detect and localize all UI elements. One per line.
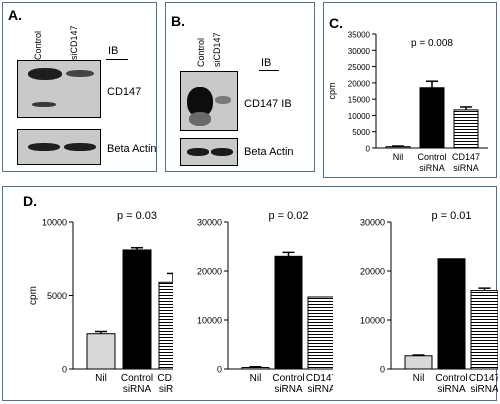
p-value-annotation: p = 0.03 bbox=[117, 210, 157, 222]
category-label: Control bbox=[417, 152, 446, 162]
p-value-annotation: p = 0.008 bbox=[411, 38, 453, 49]
category-label: CD147 bbox=[452, 152, 480, 162]
panel-d: D. 0500010000cpmNilControlsiRNACD147siRN… bbox=[2, 186, 498, 401]
western-blot-cd147 bbox=[180, 71, 238, 131]
bar-chart-d2: 0 10000 20000 30000 Nil ControlsiRNACD147siRN… bbox=[197, 210, 333, 395]
y-tick-label: 30000 bbox=[197, 218, 222, 228]
y-tick-label: 15000 bbox=[348, 96, 371, 105]
y-tick-label: 10000 bbox=[197, 316, 222, 326]
bar-chart-d3: 0 10000 20000 30000 Nil ControlsiRNACD147siRN… bbox=[360, 210, 498, 395]
band-control-cd147 bbox=[28, 68, 62, 80]
bar bbox=[122, 249, 152, 370]
category-label: siRNA bbox=[419, 163, 445, 173]
bar bbox=[419, 87, 445, 149]
y-tick-label: 20000 bbox=[197, 267, 222, 277]
bar bbox=[404, 355, 433, 370]
panel-d-label: D. bbox=[23, 193, 37, 209]
lane-label-control: Control bbox=[33, 30, 43, 60]
category-label: siRNA bbox=[159, 384, 173, 395]
ib-underline bbox=[106, 59, 128, 60]
y-tick-label: 0 bbox=[217, 365, 222, 375]
bar bbox=[274, 255, 303, 370]
category-label: Nil bbox=[95, 373, 107, 384]
category-label: Control bbox=[272, 373, 304, 384]
blot-label-cd147: CD147 IB bbox=[244, 98, 292, 110]
bar bbox=[307, 296, 333, 370]
y-tick-label: 0 bbox=[380, 365, 385, 375]
category-label: Control bbox=[435, 373, 467, 384]
panel-c: C. 0 5000 10000 15000 20000 25000 30000 35000 cp… bbox=[323, 2, 497, 178]
category-label: Nil bbox=[250, 373, 262, 384]
band-sicd147-actin bbox=[211, 148, 233, 156]
category-label: CD147 bbox=[306, 373, 333, 384]
bar bbox=[241, 367, 270, 370]
lane-label-control: Control bbox=[196, 37, 206, 67]
y-tick-label: 20000 bbox=[360, 267, 385, 277]
y-tick-label: 25000 bbox=[348, 63, 371, 72]
bar-chart-c: 0 5000 10000 15000 20000 25000 30000 35000 cpm Ni… bbox=[327, 31, 488, 173]
band-sicd147-cd147 bbox=[215, 96, 231, 104]
lane-label-sicd147: siCD147 bbox=[69, 25, 79, 60]
y-tick-label: 5000 bbox=[352, 128, 370, 137]
y-tick-label: 0 bbox=[62, 365, 67, 375]
y-tick-label: 10000 bbox=[348, 112, 371, 121]
blot-label-beta-actin: Beta Actin bbox=[107, 143, 157, 155]
panel-b-label: B. bbox=[171, 13, 185, 29]
band-control-cd147-lower bbox=[32, 102, 56, 107]
p-value-annotation: p = 0.02 bbox=[268, 210, 308, 222]
y-tick-label: 10000 bbox=[360, 316, 385, 326]
lane-label-sicd147: siCD147 bbox=[212, 32, 222, 67]
category-label: Nil bbox=[393, 152, 404, 162]
ib-label: IB bbox=[108, 45, 119, 57]
band-sicd147-actin bbox=[64, 143, 96, 151]
y-tick-label: 30000 bbox=[348, 47, 371, 56]
western-blot-beta-actin bbox=[17, 129, 101, 165]
panel-a: A. Control siCD147 IB CD147 Beta Actin bbox=[2, 2, 157, 172]
bar bbox=[437, 258, 466, 370]
band-control-cd147-smear bbox=[189, 112, 211, 126]
category-label: Nil bbox=[413, 373, 425, 384]
y-axis-label: cpm bbox=[28, 286, 39, 305]
panel-b: B. Control siCD147 IB CD147 IB Beta Acti… bbox=[165, 2, 315, 172]
band-control-actin bbox=[187, 148, 209, 156]
y-tick-label: 30000 bbox=[360, 218, 385, 228]
category-label: siRNA bbox=[307, 384, 333, 395]
category-label: siRNA bbox=[453, 163, 479, 173]
bar bbox=[385, 146, 411, 149]
y-axis-label: cpm bbox=[327, 82, 337, 99]
blot-label-beta-actin: Beta Actin bbox=[244, 146, 294, 158]
panel-c-label: C. bbox=[329, 15, 343, 31]
blot-label-cd147: CD147 bbox=[107, 86, 142, 98]
bar bbox=[470, 290, 498, 370]
y-tick-label: 5000 bbox=[47, 291, 67, 301]
band-sicd147-cd147 bbox=[66, 70, 94, 77]
y-tick-label: 0 bbox=[366, 145, 371, 154]
ib-label: IB bbox=[261, 57, 272, 69]
p-value-annotation: p = 0.01 bbox=[431, 210, 471, 222]
y-tick-label: 20000 bbox=[348, 79, 371, 88]
category-label: CD147 bbox=[157, 373, 173, 384]
bar bbox=[86, 333, 116, 370]
category-label: Control bbox=[121, 373, 153, 384]
western-blot-cd147 bbox=[17, 60, 101, 118]
y-tick-label: 35000 bbox=[348, 31, 371, 40]
y-tick-label: 10000 bbox=[42, 218, 67, 228]
ib-underline bbox=[259, 70, 279, 71]
category-label: siRNA bbox=[437, 384, 466, 395]
bar bbox=[453, 109, 479, 149]
band-control-actin bbox=[28, 143, 60, 151]
category-label: siRNA bbox=[470, 384, 498, 395]
category-label: siRNA bbox=[123, 384, 152, 395]
category-label: CD147 bbox=[469, 373, 498, 384]
panel-a-label: A. bbox=[8, 7, 22, 23]
bar bbox=[158, 281, 173, 370]
western-blot-beta-actin bbox=[180, 138, 238, 166]
bar-chart-d1: 0500010000cpmNilControlsiRNACD147siRNAp … bbox=[28, 210, 173, 395]
category-label: siRNA bbox=[274, 384, 303, 395]
